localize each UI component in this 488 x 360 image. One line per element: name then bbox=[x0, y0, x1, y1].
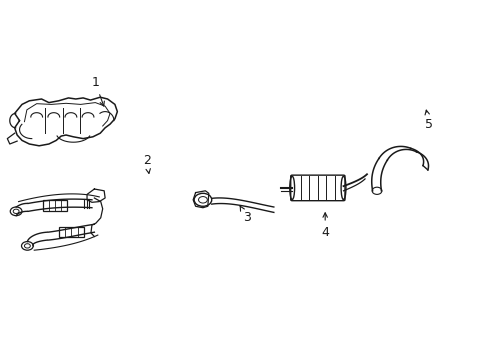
Bar bbox=[59, 227, 83, 237]
Text: 1: 1 bbox=[91, 76, 104, 106]
Bar bbox=[43, 200, 67, 211]
Text: 2: 2 bbox=[142, 154, 150, 174]
Text: 4: 4 bbox=[321, 213, 328, 239]
Text: 5: 5 bbox=[424, 110, 432, 131]
Text: 3: 3 bbox=[240, 206, 250, 224]
